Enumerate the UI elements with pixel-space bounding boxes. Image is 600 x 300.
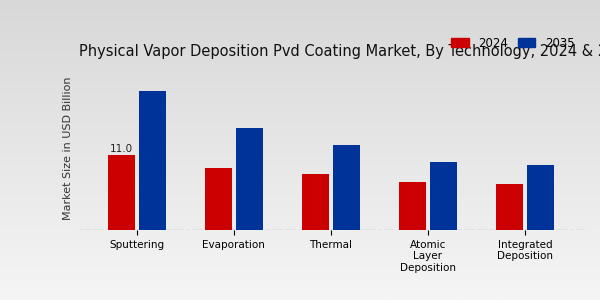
Bar: [107, 155, 135, 230]
Text: 11.0: 11.0: [110, 144, 133, 154]
Bar: [236, 128, 263, 230]
Bar: [496, 184, 523, 230]
Bar: [139, 91, 166, 230]
Bar: [527, 166, 554, 230]
Y-axis label: Market Size in USD Billion: Market Size in USD Billion: [63, 77, 73, 220]
Bar: [399, 182, 426, 230]
Bar: [333, 145, 360, 230]
Text: Physical Vapor Deposition Pvd Coating Market, By Technology, 2024 & 2035: Physical Vapor Deposition Pvd Coating Ma…: [79, 44, 600, 59]
Bar: [205, 167, 232, 230]
Legend: 2024, 2035: 2024, 2035: [446, 32, 579, 54]
Bar: [430, 162, 457, 230]
Bar: [302, 174, 329, 230]
